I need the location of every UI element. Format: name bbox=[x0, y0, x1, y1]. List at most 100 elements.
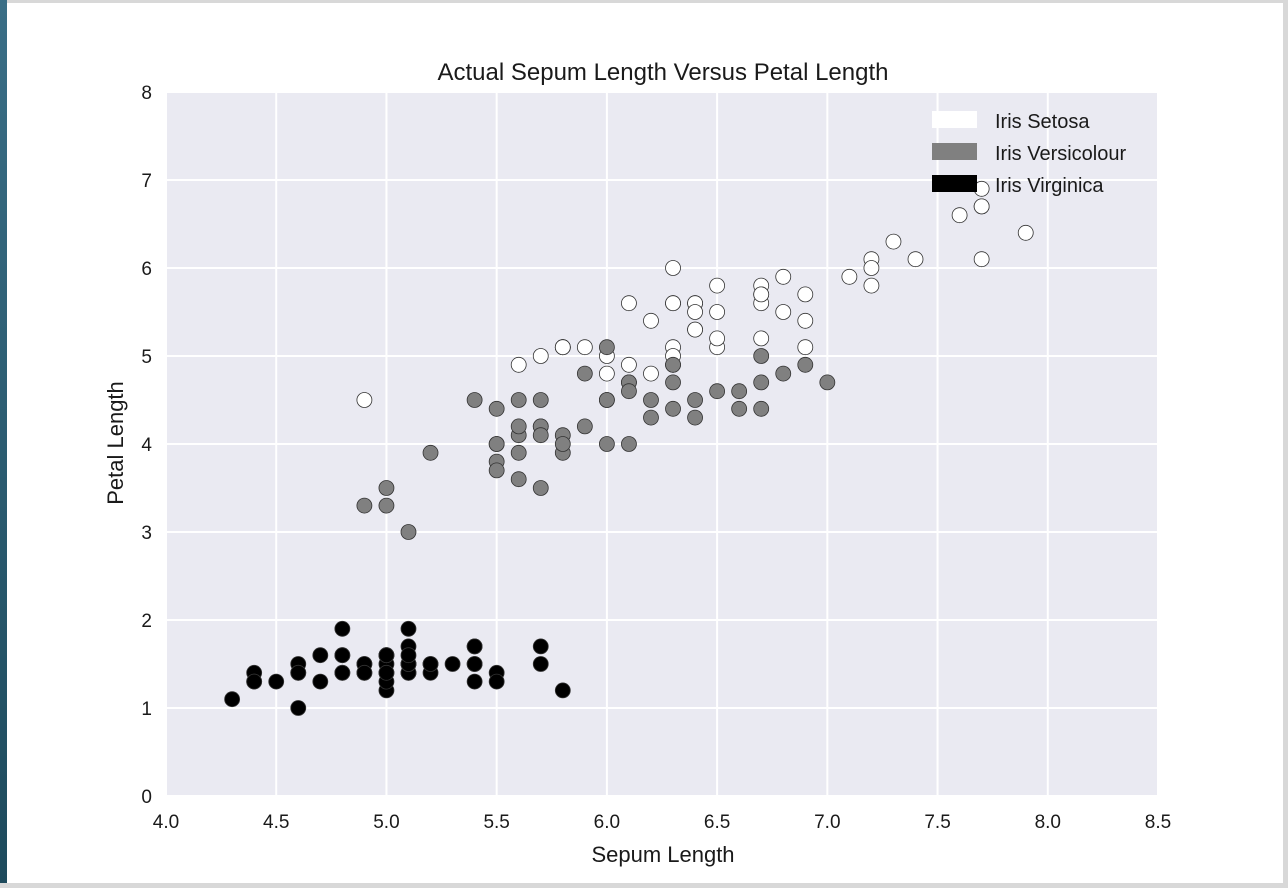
point-iris-setosa bbox=[621, 356, 637, 373]
x-tick-label: 4.0 bbox=[153, 812, 179, 833]
point-iris-virginica bbox=[532, 638, 549, 655]
chart-title: Actual Sepum Length Versus Petal Length bbox=[438, 59, 889, 86]
point-iris-virginica bbox=[466, 656, 483, 672]
point-iris-versicolour bbox=[731, 383, 748, 400]
y-tick-label: 6 bbox=[141, 259, 152, 280]
point-iris-virginica bbox=[422, 656, 439, 672]
point-iris-versicolour bbox=[665, 400, 681, 417]
data-points bbox=[224, 180, 1034, 716]
point-iris-versicolour bbox=[643, 409, 659, 426]
point-iris-versicolour bbox=[731, 400, 748, 417]
point-iris-versicolour bbox=[598, 339, 615, 356]
point-iris-setosa bbox=[598, 365, 615, 382]
point-iris-virginica bbox=[444, 656, 461, 672]
point-iris-versicolour bbox=[598, 392, 615, 408]
point-iris-virginica bbox=[334, 620, 351, 637]
point-iris-setosa bbox=[576, 339, 593, 356]
point-iris-versicolour bbox=[466, 392, 483, 408]
x-tick-label: 5.0 bbox=[373, 812, 399, 833]
point-iris-versicolour bbox=[576, 365, 593, 382]
point-iris-versicolour bbox=[687, 392, 703, 408]
point-iris-virginica bbox=[400, 620, 417, 637]
legend: Iris Setosa Iris Versicolour Iris Virginic… bbox=[932, 111, 1126, 197]
point-iris-virginica bbox=[378, 664, 395, 681]
point-iris-virginica bbox=[466, 673, 483, 690]
point-iris-virginica bbox=[488, 673, 505, 690]
point-iris-versicolour bbox=[510, 444, 527, 461]
point-iris-virginica bbox=[312, 647, 329, 664]
window-top-edge bbox=[0, 0, 1288, 3]
point-iris-versicolour bbox=[510, 471, 527, 488]
point-iris-virginica bbox=[356, 664, 373, 681]
point-iris-setosa bbox=[775, 268, 792, 285]
x-tick-label: 8.5 bbox=[1145, 812, 1171, 833]
point-iris-versicolour bbox=[378, 480, 395, 496]
point-iris-versicolour bbox=[598, 436, 615, 452]
point-iris-virginica bbox=[554, 682, 571, 699]
y-tick-label: 3 bbox=[141, 523, 152, 544]
point-iris-versicolour bbox=[510, 392, 527, 408]
point-iris-setosa bbox=[951, 207, 968, 224]
point-iris-versicolour bbox=[709, 383, 726, 400]
point-iris-versicolour bbox=[621, 383, 637, 400]
x-axis-ticks: 4.0 4.5 5.0 5.5 6.0 6.5 7.0 7.5 8.0 8.5 bbox=[153, 812, 1171, 833]
point-iris-versicolour bbox=[665, 374, 681, 391]
point-iris-versicolour bbox=[422, 444, 439, 461]
point-iris-setosa bbox=[1017, 224, 1034, 241]
x-tick-label: 7.0 bbox=[814, 812, 840, 833]
y-tick-label: 8 bbox=[141, 83, 152, 104]
point-iris-setosa bbox=[643, 312, 659, 329]
point-iris-virginica bbox=[224, 691, 241, 708]
legend-swatch-iris-setosa bbox=[932, 111, 977, 128]
point-iris-versicolour bbox=[488, 436, 505, 452]
point-iris-versicolour bbox=[532, 480, 549, 496]
point-iris-versicolour bbox=[532, 427, 549, 444]
point-iris-virginica bbox=[290, 664, 307, 681]
y-tick-label: 0 bbox=[141, 787, 152, 808]
y-tick-label: 7 bbox=[141, 171, 152, 192]
legend-swatch-iris-versicolour bbox=[932, 143, 977, 160]
x-axis-label: Sepum Length bbox=[591, 842, 734, 867]
point-iris-setosa bbox=[797, 312, 814, 329]
point-iris-versicolour bbox=[400, 524, 417, 540]
background-window-strip bbox=[0, 0, 7, 888]
point-iris-setosa bbox=[510, 356, 527, 373]
point-iris-virginica bbox=[334, 647, 351, 664]
point-iris-setosa bbox=[532, 348, 549, 364]
y-tick-label: 2 bbox=[141, 611, 152, 632]
legend-label-iris-versicolour: Iris Versicolour bbox=[995, 143, 1126, 165]
point-iris-versicolour bbox=[554, 436, 571, 452]
point-iris-virginica bbox=[378, 647, 395, 664]
point-iris-versicolour bbox=[753, 374, 770, 391]
point-iris-versicolour bbox=[753, 400, 770, 417]
x-tick-label: 8.0 bbox=[1035, 812, 1061, 833]
point-iris-setosa bbox=[753, 286, 770, 303]
point-iris-setosa bbox=[665, 295, 681, 312]
point-iris-virginica bbox=[312, 673, 329, 690]
point-iris-virginica bbox=[466, 638, 483, 655]
point-iris-versicolour bbox=[510, 418, 527, 435]
point-iris-versicolour bbox=[488, 462, 505, 479]
window-right-edge bbox=[1283, 0, 1288, 888]
x-tick-label: 6.0 bbox=[594, 812, 620, 833]
y-tick-label: 4 bbox=[141, 435, 152, 456]
x-tick-label: 6.5 bbox=[704, 812, 730, 833]
grid-lines bbox=[165, 91, 1159, 797]
point-iris-versicolour bbox=[643, 392, 659, 408]
point-iris-versicolour bbox=[797, 356, 814, 373]
point-iris-versicolour bbox=[819, 374, 836, 391]
legend-label-iris-virginica: Iris Virginica bbox=[995, 175, 1104, 197]
point-iris-setosa bbox=[797, 286, 814, 303]
legend-swatch-iris-virginica bbox=[932, 175, 977, 192]
point-iris-virginica bbox=[290, 700, 307, 716]
point-iris-virginica bbox=[334, 664, 351, 681]
y-tick-label: 5 bbox=[141, 347, 152, 368]
point-iris-setosa bbox=[709, 277, 726, 294]
point-iris-versicolour bbox=[532, 392, 549, 408]
window-bottom-edge bbox=[0, 883, 1288, 888]
point-iris-virginica bbox=[532, 656, 549, 672]
x-tick-label: 7.5 bbox=[924, 812, 950, 833]
point-iris-setosa bbox=[709, 304, 726, 320]
point-iris-setosa bbox=[841, 268, 858, 285]
